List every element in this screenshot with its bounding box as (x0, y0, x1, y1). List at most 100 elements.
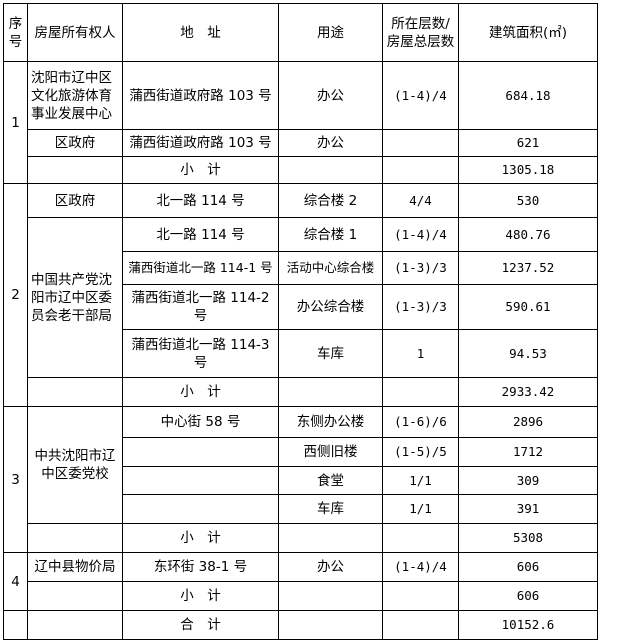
header-address: 地 址 (122, 3, 279, 62)
area-cell: 684.18 (458, 61, 598, 130)
table-row: 蒲西街道北一路 114-1 号 活动中心综合楼 (1-3)/3 1237.52 (4, 251, 598, 285)
floors-cell: 4/4 (382, 183, 459, 218)
empty-cell (278, 523, 383, 553)
use-cell: 活动中心综合楼 (278, 251, 383, 285)
empty-cell (122, 437, 279, 467)
header-owner: 房屋所有权人 (27, 3, 123, 62)
use-cell: 办公 (278, 552, 383, 582)
use-cell: 办公综合楼 (278, 284, 383, 330)
table-row: 西侧旧楼 (1-5)/5 1712 (4, 437, 598, 467)
empty-cell (27, 377, 123, 407)
address-cell: 蒲西街道政府路 103 号 (122, 61, 279, 130)
area-cell: 621 (458, 129, 598, 157)
owner-cell: 辽中县物价局 (27, 552, 123, 582)
floors-cell: 1/1 (382, 466, 459, 495)
table-row: 区政府 蒲西街道政府路 103 号 办公 621 (4, 129, 598, 157)
owner-cell: 中国共产党沈阳市辽中区委员会老干部局 (27, 217, 123, 378)
area-cell: 1712 (458, 437, 598, 467)
address-cell: 蒲西街道政府路 103 号 (122, 129, 279, 157)
floors-cell: (1-4)/4 (382, 552, 459, 582)
table-row: 4 辽中县物价局 东环街 38-1 号 办公 (1-4)/4 606 (3, 552, 598, 611)
subtotal-label: 小 计 (122, 156, 279, 184)
header-use: 用途 (278, 3, 383, 62)
header-seq: 序号 (3, 3, 28, 62)
subtotal-row: 小 计 606 (4, 581, 598, 611)
floors-cell: (1-4)/4 (382, 61, 459, 130)
subtotal-value: 5308 (458, 523, 598, 553)
subtotal-row: 小 计 1305.18 (4, 156, 598, 184)
area-cell: 391 (458, 494, 598, 524)
area-cell: 606 (458, 552, 598, 582)
floors-cell: (1-6)/6 (382, 406, 459, 438)
subtotal-row: 小 计 2933.42 (4, 377, 598, 407)
empty-cell (27, 581, 123, 611)
floors-cell: (1-5)/5 (382, 437, 459, 467)
seq-cell: 3 (3, 406, 28, 553)
subtotal-value: 606 (458, 581, 598, 611)
use-cell: 综合楼 1 (278, 217, 383, 252)
address-cell: 蒲西街道北一路 114-1 号 (122, 251, 279, 285)
table-row: 食堂 1/1 309 (4, 466, 598, 495)
empty-cell (122, 466, 279, 495)
address-cell: 东环街 38-1 号 (122, 552, 279, 582)
area-cell: 309 (458, 466, 598, 495)
use-cell: 综合楼 2 (278, 183, 383, 218)
use-cell: 办公 (278, 129, 383, 157)
table-row: 蒲西街道北一路 114-2 号 办公综合楼 (1-3)/3 590.61 (4, 284, 598, 330)
subtotal-row: 小 计 5308 (4, 523, 598, 553)
empty-cell (278, 581, 383, 611)
use-cell: 办公 (278, 61, 383, 130)
owner-cell: 区政府 (27, 129, 123, 157)
table-row: 2 区政府 北一路 114 号 综合楼 2 4/4 530 (3, 183, 598, 407)
empty-cell (382, 581, 459, 611)
header-area: 建筑面积(㎡) (458, 3, 598, 62)
address-cell: 蒲西街道北一路 114-2 号 (122, 284, 279, 330)
empty-cell (27, 610, 123, 640)
area-cell: 94.53 (458, 329, 598, 378)
property-table: 序号 房屋所有权人 地 址 用途 所在层数/房屋总层数 建筑面积(㎡) 1 沈阳… (3, 3, 598, 640)
floors-cell: (1-3)/3 (382, 251, 459, 285)
subtotal-label: 小 计 (122, 377, 279, 407)
table-row: 中国共产党沈阳市辽中区委员会老干部局 北一路 114 号 综合楼 1 (1-4)… (4, 217, 598, 378)
header-floors: 所在层数/房屋总层数 (382, 3, 459, 62)
table-row: 3 中共沈阳市辽中区委党校 中心街 58 号 东侧办公楼 (1-6)/6 289… (3, 406, 598, 553)
owner-cell: 沈阳市辽中区文化旅游体育事业发展中心 (27, 61, 123, 130)
empty-cell (382, 610, 459, 640)
subtotal-value: 1305.18 (458, 156, 598, 184)
address-cell: 北一路 114 号 (122, 183, 279, 218)
owner-cell: 中共沈阳市辽中区委党校 (27, 406, 123, 524)
area-cell: 530 (458, 183, 598, 218)
seq-cell: 1 (3, 61, 28, 184)
empty-cell (278, 156, 383, 184)
empty-cell (278, 610, 383, 640)
use-cell: 西侧旧楼 (278, 437, 383, 467)
subtotal-value: 2933.42 (458, 377, 598, 407)
empty-cell (382, 377, 459, 407)
address-cell: 中心街 58 号 (122, 406, 279, 438)
area-cell: 1237.52 (458, 251, 598, 285)
owner-cell: 区政府 (27, 183, 123, 218)
empty-cell (382, 156, 459, 184)
header-row: 序号 房屋所有权人 地 址 用途 所在层数/房屋总层数 建筑面积(㎡) (3, 3, 598, 62)
subtotal-label: 小 计 (122, 581, 279, 611)
empty-cell (3, 610, 28, 640)
empty-cell (27, 156, 123, 184)
use-cell: 东侧办公楼 (278, 406, 383, 438)
use-cell: 食堂 (278, 466, 383, 495)
floors-cell: 1/1 (382, 494, 459, 524)
area-cell: 480.76 (458, 217, 598, 252)
area-cell: 2896 (458, 406, 598, 438)
total-value: 10152.6 (458, 610, 598, 640)
empty-cell (27, 523, 123, 553)
subtotal-label: 小 计 (122, 523, 279, 553)
seq-cell: 2 (3, 183, 28, 407)
area-cell: 590.61 (458, 284, 598, 330)
total-label: 合 计 (122, 610, 279, 640)
empty-cell (382, 523, 459, 553)
seq-cell: 4 (3, 552, 28, 611)
empty-cell (278, 377, 383, 407)
address-cell: 蒲西街道北一路 114-3 号 (122, 329, 279, 378)
use-cell: 车库 (278, 494, 383, 524)
address-cell: 北一路 114 号 (122, 217, 279, 252)
floors-cell (382, 129, 459, 157)
